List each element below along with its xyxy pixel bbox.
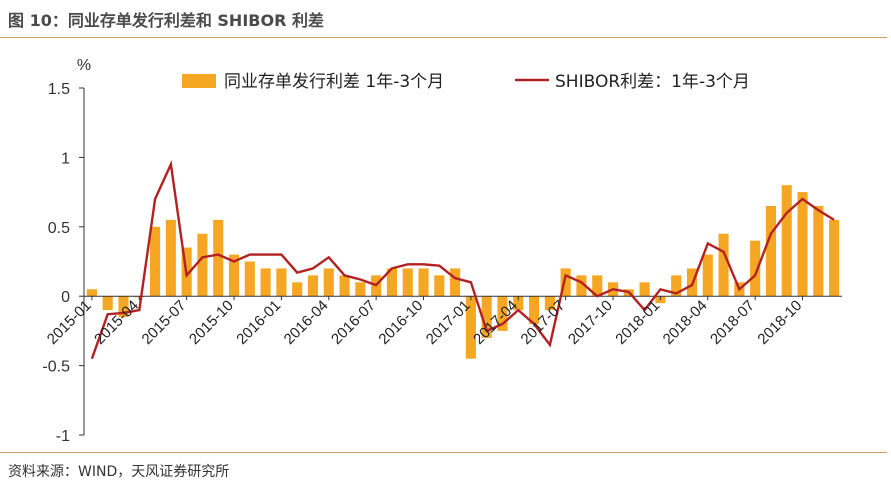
x-tick-label: 2016-01 bbox=[233, 297, 284, 348]
bar-2015-10 bbox=[228, 254, 240, 297]
bar-2016-05 bbox=[339, 275, 350, 297]
bar-2016-08 bbox=[386, 268, 397, 297]
bar-2017-12 bbox=[639, 282, 650, 297]
bar-2018-09 bbox=[781, 185, 792, 297]
bar-2018-04 bbox=[702, 254, 713, 297]
bar-2018-07 bbox=[750, 240, 761, 297]
x-tick-label: 2015-10 bbox=[186, 297, 237, 348]
y-tick-label: 1.5 bbox=[48, 81, 70, 98]
x-tick-label: 2015-07 bbox=[139, 297, 190, 348]
x-tick-label: 2015-04 bbox=[91, 297, 142, 348]
bar-2015-02 bbox=[102, 296, 113, 311]
y-tick-label: 0.5 bbox=[48, 220, 70, 237]
bar-2018-12 bbox=[829, 219, 840, 297]
x-tick-label: 2017-10 bbox=[565, 297, 616, 348]
bar-2016-03 bbox=[307, 275, 319, 297]
x-tick-label: 2016-04 bbox=[281, 297, 332, 348]
bar-2018-10 bbox=[797, 192, 808, 297]
legend-label-line: SHIBOR利差：1年-3个月 bbox=[555, 72, 750, 92]
bar-2017-05 bbox=[529, 296, 540, 324]
bar-2016-11 bbox=[434, 275, 445, 297]
bar-2015-03 bbox=[118, 296, 129, 318]
bar-2017-01 bbox=[465, 296, 476, 359]
bar-2015-12 bbox=[260, 268, 271, 297]
bar-2017-08 bbox=[576, 275, 587, 297]
bar-2015-11 bbox=[244, 261, 255, 297]
bar-2018-05 bbox=[718, 233, 729, 297]
x-tick-label: 2018-04 bbox=[660, 297, 711, 348]
y-tick-label: 1 bbox=[61, 150, 70, 167]
legend-label-bar: 同业存单发行利差 1年-3个月 bbox=[224, 72, 444, 92]
top-divider bbox=[0, 37, 887, 38]
bar-2018-08 bbox=[765, 205, 776, 297]
bar-2016-02 bbox=[292, 282, 303, 297]
bar-2017-02 bbox=[481, 296, 492, 338]
bar-2018-02 bbox=[671, 275, 682, 297]
bar-2015-09 bbox=[213, 219, 224, 297]
shibor-spread-line bbox=[90, 160, 835, 360]
x-tick-label: 2018-10 bbox=[754, 297, 805, 348]
y-tick-label: 0 bbox=[61, 289, 70, 306]
y-axis-unit: % bbox=[77, 57, 91, 74]
bar-2016-06 bbox=[355, 282, 366, 297]
bar-2016-04 bbox=[323, 268, 334, 297]
legend-swatch-bar bbox=[182, 74, 216, 88]
bar-2016-12 bbox=[450, 268, 461, 297]
bar-2016-10 bbox=[418, 268, 429, 297]
source-note: 资料来源：WIND，天风证券研究所 bbox=[8, 464, 230, 480]
line-points bbox=[91, 164, 835, 359]
x-tick-label: 2016-07 bbox=[328, 297, 379, 348]
bottom-divider bbox=[0, 452, 887, 453]
bar-2015-06 bbox=[165, 219, 176, 297]
x-tick-label: 2018-07 bbox=[707, 297, 758, 348]
bar-2017-07 bbox=[560, 268, 571, 297]
bar-2018-11 bbox=[813, 205, 824, 297]
bar-series bbox=[86, 185, 840, 359]
bar-2015-01 bbox=[86, 289, 97, 297]
figure-title: 图 10：同业存单发行利差和 SHIBOR 利差 bbox=[8, 11, 324, 30]
bar-2016-09 bbox=[402, 268, 413, 297]
bar-2017-06 bbox=[544, 296, 555, 311]
x-tick-label: 2018-01 bbox=[612, 297, 663, 348]
bar-2015-08 bbox=[197, 233, 208, 297]
x-tick-label: 2016-10 bbox=[375, 297, 426, 348]
x-ticks: 2015-012015-042015-072015-102016-012016-… bbox=[44, 296, 805, 348]
y-tick-label: -1 bbox=[56, 428, 70, 445]
bar-2017-04 bbox=[513, 296, 524, 311]
y-ticks: 1.5 1 0.5 0 -0.5 -1 bbox=[42, 81, 84, 445]
bar-2015-05 bbox=[150, 226, 161, 297]
x-tick-label: 2017-07 bbox=[518, 297, 569, 348]
y-tick-label: -0.5 bbox=[42, 359, 70, 376]
bar-2016-01 bbox=[276, 268, 287, 297]
legend: 同业存单发行利差 1年-3个月 SHIBOR利差：1年-3个月 bbox=[182, 72, 750, 92]
bar-2017-03 bbox=[497, 296, 508, 331]
axes bbox=[83, 88, 842, 435]
bar-2017-09 bbox=[592, 275, 603, 297]
